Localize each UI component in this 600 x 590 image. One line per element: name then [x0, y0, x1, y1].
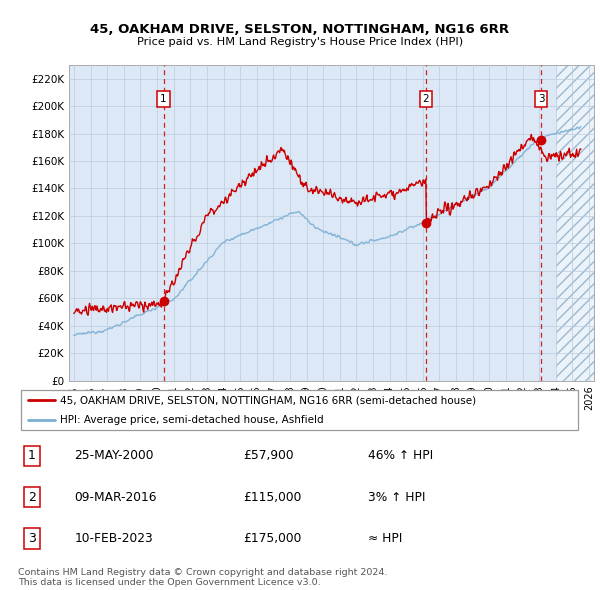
Text: £57,900: £57,900	[244, 449, 294, 463]
Text: Price paid vs. HM Land Registry's House Price Index (HPI): Price paid vs. HM Land Registry's House …	[137, 37, 463, 47]
Text: HPI: Average price, semi-detached house, Ashfield: HPI: Average price, semi-detached house,…	[60, 415, 324, 425]
Text: ≈ HPI: ≈ HPI	[368, 532, 402, 545]
Bar	[556, 65, 594, 381]
Text: £115,000: £115,000	[244, 490, 302, 504]
Text: £175,000: £175,000	[244, 532, 302, 545]
Text: 10-FEB-2023: 10-FEB-2023	[74, 532, 153, 545]
FancyBboxPatch shape	[21, 390, 578, 430]
Text: 2: 2	[423, 94, 430, 104]
Text: 2: 2	[28, 490, 36, 504]
Text: 3: 3	[538, 94, 544, 104]
Text: 1: 1	[28, 449, 36, 463]
Text: Contains HM Land Registry data © Crown copyright and database right 2024.: Contains HM Land Registry data © Crown c…	[18, 568, 388, 576]
Text: 25-MAY-2000: 25-MAY-2000	[74, 449, 154, 463]
Text: 3% ↑ HPI: 3% ↑ HPI	[368, 490, 425, 504]
Text: 45, OAKHAM DRIVE, SELSTON, NOTTINGHAM, NG16 6RR (semi-detached house): 45, OAKHAM DRIVE, SELSTON, NOTTINGHAM, N…	[60, 395, 476, 405]
Text: 45, OAKHAM DRIVE, SELSTON, NOTTINGHAM, NG16 6RR: 45, OAKHAM DRIVE, SELSTON, NOTTINGHAM, N…	[91, 23, 509, 36]
Text: 46% ↑ HPI: 46% ↑ HPI	[368, 449, 433, 463]
Text: 3: 3	[28, 532, 36, 545]
Text: 09-MAR-2016: 09-MAR-2016	[74, 490, 157, 504]
Bar	[556, 65, 594, 381]
Text: This data is licensed under the Open Government Licence v3.0.: This data is licensed under the Open Gov…	[18, 578, 320, 587]
Text: 1: 1	[160, 94, 167, 104]
